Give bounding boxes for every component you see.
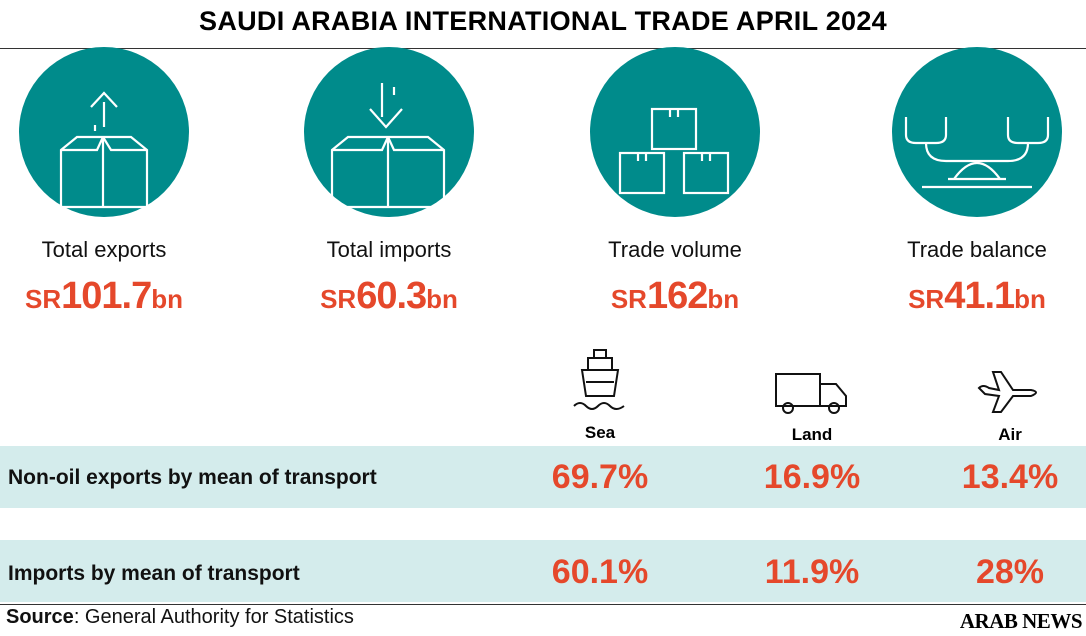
mode-label: Land (791, 425, 833, 444)
row-value: 11.9% (764, 553, 860, 591)
import-icon (330, 83, 446, 209)
kpi: Trade balance SR41.1bn (837, 47, 1086, 318)
row-label: Non-oil exports by mean of transport (8, 466, 377, 489)
row-value: 16.9% (763, 458, 861, 496)
kpi: Total exports SR101.7bn (0, 47, 244, 318)
divider (0, 48, 1086, 49)
row-value: 60.1% (551, 553, 649, 591)
icon-circle (304, 47, 474, 217)
mode: Sea (525, 348, 675, 443)
unit: bn (151, 284, 183, 314)
export-icon (59, 91, 149, 209)
amount: 162 (646, 275, 708, 317)
row-value: 13.4% (961, 458, 1059, 496)
truck-icon (775, 373, 847, 414)
kpi-value: SR60.3bn (249, 275, 529, 318)
mode-label: Sea (584, 423, 616, 442)
kpi-value: SR41.1bn (837, 275, 1086, 318)
unit: bn (426, 284, 458, 314)
kpi-label: Trade balance (907, 237, 1047, 262)
row-label: Imports by mean of transport (8, 562, 300, 585)
divider (0, 604, 1086, 605)
amount: 60.3 (356, 275, 427, 317)
title: SAUDI ARABIA INTERNATIONAL TRADE APRIL 2… (199, 6, 887, 36)
amount: 101.7 (61, 275, 152, 317)
icon-circle (19, 47, 189, 217)
icon-circle (590, 47, 760, 217)
unit: bn (1014, 284, 1046, 314)
kpi-label: Total exports (41, 237, 167, 262)
kpi-value: SR101.7bn (0, 275, 244, 318)
source-label: Source (6, 606, 74, 628)
unit: bn (707, 284, 740, 314)
kpi-label: Trade volume (608, 237, 742, 262)
kpi-label: Total imports (326, 237, 452, 262)
currency: SR (25, 284, 62, 314)
mode: Air (935, 366, 1085, 445)
row-band (0, 446, 1086, 508)
source-text: : General Authority for Statistics (73, 606, 354, 628)
currency: SR (320, 284, 357, 314)
row-value: 69.7% (551, 458, 649, 496)
currency: SR (610, 284, 647, 314)
source: Source: General Authority for Statistics (6, 606, 354, 629)
row-band (0, 540, 1086, 602)
plane-icon (977, 371, 1037, 413)
mode: Land (737, 370, 887, 445)
kpi: Total imports SR60.3bn (249, 47, 529, 318)
ship-icon (573, 349, 625, 410)
row-value: 28% (975, 553, 1045, 591)
currency: SR (908, 284, 945, 314)
kpi: Trade volume SR162bn (535, 47, 815, 318)
balance-icon (904, 117, 1050, 189)
icon-circle (892, 47, 1062, 217)
amount: 41.1 (944, 275, 1015, 317)
mode-label: Air (998, 425, 1022, 444)
volume-icon (618, 107, 730, 195)
logo: ARAB NEWS (959, 609, 1083, 633)
kpi-value: SR162bn (535, 275, 815, 318)
